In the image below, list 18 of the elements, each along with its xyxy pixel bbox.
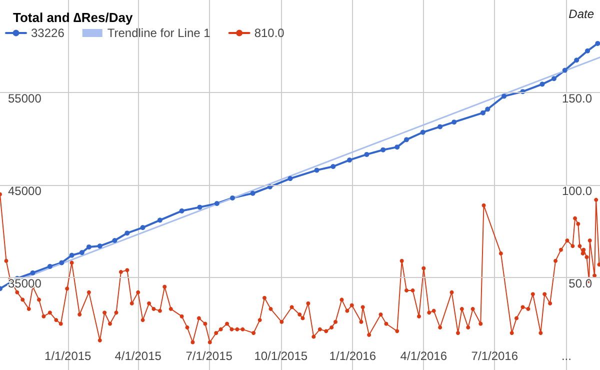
x-tick-label: 1/1/2015 (44, 349, 92, 363)
x-tick-label: 4/1/2016 (400, 349, 448, 363)
x-tick-label: ... (561, 349, 572, 363)
y2-tick-label: 50.0 (568, 276, 592, 290)
x-tick-label: 7/1/2016 (471, 349, 518, 363)
x-tick-label: 1/1/2016 (329, 349, 376, 363)
y-tick-label: 45000 (8, 184, 42, 198)
x-tick-label: 10/1/2015 (254, 349, 308, 363)
text: Total and ∆Res/Day (13, 10, 134, 25)
x-tick-label: 7/1/2015 (186, 349, 233, 363)
legend-label: 33226 (31, 26, 65, 40)
x-axis-title: Date (568, 7, 594, 21)
legend-label: Trendline for Line 1 (107, 26, 211, 40)
x-tick-label: 4/1/2015 (114, 349, 162, 363)
y2-tick-label: 100.0 (562, 184, 592, 198)
legend-label: 810.0 (254, 26, 285, 40)
y2-tick-label: 150.0 (562, 92, 592, 106)
y-tick-label: 55000 (8, 92, 42, 106)
